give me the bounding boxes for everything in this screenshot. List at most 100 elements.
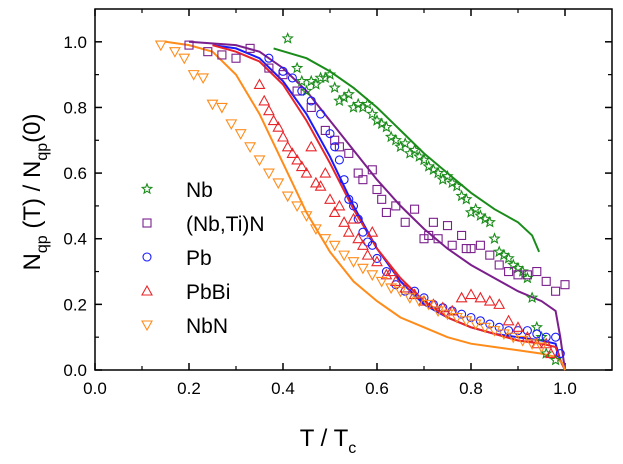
point-pbbi [291, 153, 304, 165]
point-nbn [300, 211, 313, 222]
point-nbn [526, 339, 539, 350]
point-nb-ti-n [532, 266, 542, 277]
y-axis-title: Nqp (T) / Nqp(0) [19, 114, 51, 271]
point-nb-ti-n [358, 175, 368, 185]
point-nbn [535, 342, 548, 354]
point-nb-ti-n [410, 204, 420, 214]
point-pb [344, 194, 354, 204]
point-pbbi [262, 104, 275, 116]
point-nb [366, 107, 379, 120]
point-nb-ti-n [344, 148, 354, 158]
point-pbbi [512, 321, 524, 332]
point-pb [555, 349, 565, 359]
point-nb [540, 347, 553, 359]
point-pbbi [319, 166, 332, 178]
point-nb-ti-n [372, 184, 382, 195]
point-nb [337, 91, 351, 103]
point-pb [348, 201, 359, 211]
point-pbbi [455, 291, 468, 303]
point-pbbi [286, 147, 299, 158]
point-nb [399, 137, 412, 149]
point-nb-ti-n [203, 47, 213, 57]
legend-label-pbbi: PbBi [186, 281, 230, 304]
point-nb [436, 173, 449, 185]
point-nb-ti-n [466, 244, 476, 254]
legend-marker-pb [142, 252, 152, 262]
point-nb [295, 74, 308, 87]
point-pb [264, 53, 274, 63]
point-nb [516, 265, 529, 277]
point-nb-ti-n [184, 40, 194, 50]
x-axis-title: T / Tc [300, 425, 356, 457]
point-pbbi [305, 140, 318, 152]
point-nbn [225, 119, 238, 130]
point-nb-ti-n [231, 53, 241, 63]
y-tick-label: 0.0 [63, 361, 87, 380]
point-nbn [516, 335, 529, 347]
point-nb [300, 84, 313, 97]
point-nb [427, 163, 440, 176]
point-nb-ti-n [457, 230, 467, 240]
point-pbbi [502, 314, 515, 326]
point-nb [389, 133, 402, 146]
point-nb [488, 232, 501, 244]
x-tick-label: 1.0 [553, 379, 577, 398]
point-nb-ti-n [475, 240, 485, 250]
y-tick-label: 1.0 [63, 33, 87, 52]
point-nb [535, 330, 548, 343]
point-nb-ti-n [245, 43, 255, 53]
point-nbn [469, 319, 482, 331]
point-nbn [168, 47, 181, 58]
point-pbbi [352, 232, 365, 244]
point-nbn [347, 257, 360, 268]
legend-label-pb: Pb [186, 247, 212, 270]
point-nb [450, 179, 464, 192]
point-nb [347, 100, 360, 113]
point-pb [316, 109, 326, 119]
point-nbn [234, 129, 247, 140]
point-nb [403, 146, 417, 159]
point-nbn [422, 299, 435, 311]
point-nbn [356, 263, 369, 275]
point-nbn [262, 168, 275, 180]
point-nbn [460, 316, 473, 327]
point-nb [290, 61, 304, 74]
plot-frame [94, 8, 613, 371]
point-nb [323, 68, 337, 80]
point-nb [408, 143, 421, 156]
point-pbbi [465, 288, 477, 300]
point-nbn [187, 70, 200, 81]
point-pb [358, 227, 368, 237]
point-pbbi [544, 347, 557, 359]
curve-pbbi [212, 44, 566, 371]
point-nb-ti-n [485, 250, 495, 260]
point-nb [394, 140, 407, 153]
point-nbn [432, 306, 445, 318]
point-pb [522, 326, 532, 336]
legend-marker-pbbi [141, 284, 153, 296]
point-nb-ti-n [377, 194, 387, 204]
point-nb [493, 245, 506, 258]
point-nb-ti-n [334, 142, 344, 152]
point-nbn [328, 240, 341, 252]
point-nbn [385, 283, 398, 295]
point-nb [478, 212, 492, 225]
point-nbn [338, 250, 351, 262]
point-nbn [178, 53, 191, 65]
point-nbn [497, 329, 510, 341]
point-pbbi [258, 94, 271, 106]
point-nbn [507, 332, 520, 344]
point-nb-ti-n [560, 280, 570, 290]
point-pbbi [281, 140, 294, 152]
point-nb [549, 353, 562, 366]
point-pbbi [347, 212, 360, 224]
point-pbbi [371, 255, 383, 267]
legend-label-nb-ti-n: (Nb,Ti)N [186, 213, 265, 236]
point-nbn [253, 155, 266, 167]
x-tick-label: 0.6 [365, 379, 389, 398]
point-pb [306, 96, 316, 106]
point-nbn [197, 73, 210, 85]
point-nb-ti-n [367, 165, 377, 175]
point-nbn [366, 270, 379, 281]
